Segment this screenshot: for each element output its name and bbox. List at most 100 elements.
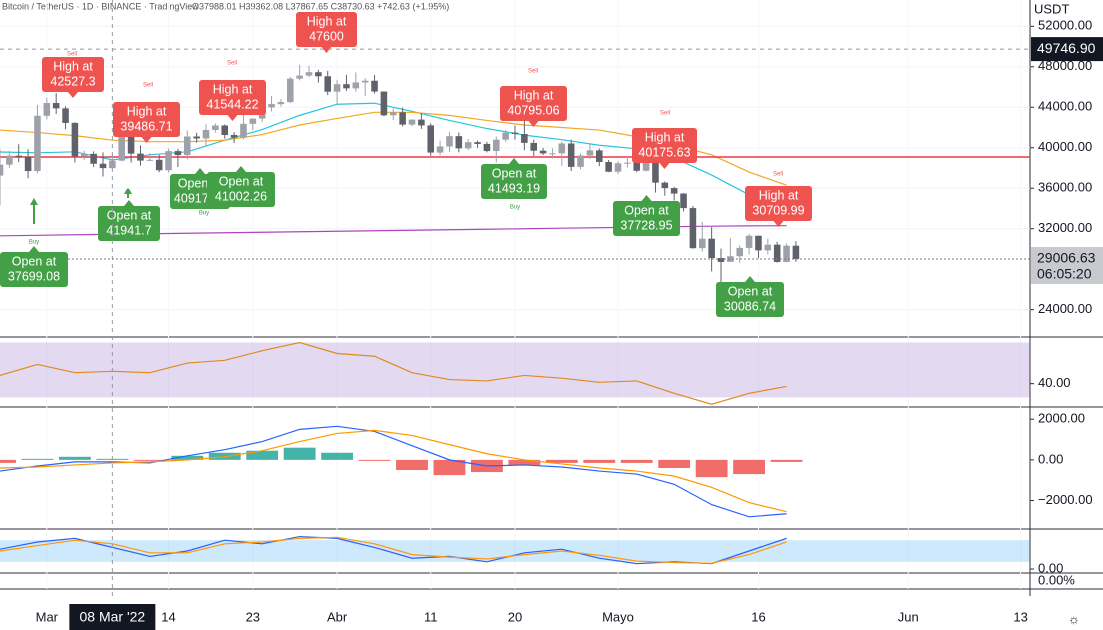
candle-body bbox=[296, 75, 303, 79]
candle-body bbox=[109, 160, 116, 169]
pane-label: 0.00% bbox=[1038, 572, 1075, 587]
annotation-box bbox=[632, 128, 697, 163]
candle-body bbox=[567, 143, 575, 167]
histogram-bar bbox=[583, 459, 616, 463]
histogram-bar bbox=[246, 450, 279, 460]
candle-body bbox=[474, 142, 481, 144]
annotation-label: High at bbox=[759, 188, 799, 202]
candle-body bbox=[24, 156, 32, 172]
annotation-box bbox=[745, 186, 812, 221]
annotation-arrow bbox=[227, 115, 238, 121]
candle-body bbox=[792, 245, 800, 260]
y-tick-label: 52000.00 bbox=[1038, 18, 1092, 33]
y-tick-label: 40.00 bbox=[1038, 375, 1071, 390]
x-tick-label: 13 bbox=[1013, 609, 1027, 624]
y-tick-label: 32000.00 bbox=[1038, 220, 1092, 235]
annotation-arrow bbox=[528, 121, 539, 127]
annotation-value: 30086.74 bbox=[724, 299, 776, 313]
symbol: Bitcoin / TetherUS · 1D · BINANCE · Trad… bbox=[2, 1, 199, 11]
x-tick-label: Jun bbox=[898, 609, 919, 624]
candle-body bbox=[418, 119, 425, 126]
annotation-value: 39486.71 bbox=[120, 119, 172, 133]
annotation-label: Open at bbox=[219, 174, 264, 188]
histogram-bar bbox=[0, 459, 16, 463]
candle-body bbox=[202, 129, 210, 139]
candle-body bbox=[43, 103, 51, 116]
annotation-value: 37699.08 bbox=[8, 269, 60, 283]
candle-body bbox=[661, 182, 669, 189]
candle-body bbox=[717, 258, 725, 262]
histogram-bar bbox=[733, 459, 766, 475]
candle-body bbox=[15, 155, 23, 157]
annotation-value: 40175.63 bbox=[638, 145, 690, 159]
y-tick-label: −2000.00 bbox=[1038, 492, 1093, 507]
candle-body bbox=[586, 150, 594, 156]
y-tick-label: 24000.00 bbox=[1038, 301, 1092, 316]
y-tick-label: 0.00 bbox=[1038, 560, 1063, 575]
histogram-bar bbox=[508, 459, 541, 465]
candle-body bbox=[6, 155, 13, 165]
annotation-arrow bbox=[773, 221, 784, 227]
annotation-box bbox=[481, 164, 547, 199]
candle-body bbox=[118, 128, 126, 161]
candle-body bbox=[221, 125, 229, 135]
histogram-bar bbox=[770, 459, 803, 462]
histogram-bar bbox=[396, 459, 428, 471]
annotation-label: Open at bbox=[107, 208, 152, 222]
histogram-bar bbox=[171, 455, 204, 460]
annotation-value: 41002.26 bbox=[215, 189, 267, 203]
candle-body bbox=[305, 72, 313, 76]
candle-body bbox=[389, 112, 397, 116]
indicator-line bbox=[0, 535, 787, 565]
candle-body bbox=[464, 142, 472, 149]
axis-unit: USDT bbox=[1034, 1, 1069, 16]
y-tick-label: 44000.00 bbox=[1038, 99, 1092, 114]
candle-body bbox=[708, 238, 715, 259]
annotation-arrow bbox=[68, 92, 78, 98]
candle-body bbox=[230, 134, 238, 138]
candle-body bbox=[408, 119, 416, 125]
crosshair-x-box bbox=[69, 604, 156, 630]
countdown: 06:05:20 bbox=[1037, 266, 1092, 282]
annotation-label: High at bbox=[307, 14, 347, 28]
indicator-line bbox=[0, 429, 787, 513]
candle-body bbox=[595, 150, 603, 162]
annotation-box bbox=[716, 282, 784, 317]
histogram-bar bbox=[133, 459, 166, 461]
candle-body bbox=[380, 91, 388, 116]
annotation-box bbox=[98, 206, 160, 241]
candle-body bbox=[34, 115, 41, 172]
candle-body bbox=[549, 153, 556, 155]
candle-body bbox=[0, 164, 4, 176]
x-tick-label: 16 bbox=[751, 609, 765, 624]
signal-label: Sell bbox=[773, 172, 783, 178]
annotation-arrow bbox=[745, 276, 755, 282]
candle-body bbox=[277, 102, 285, 105]
candle-body bbox=[371, 80, 378, 92]
annotation-arrow bbox=[236, 166, 246, 172]
indicator-band bbox=[0, 540, 1030, 562]
candle-body bbox=[127, 128, 135, 154]
candle-body bbox=[399, 112, 406, 125]
signal-label: Buy bbox=[29, 240, 39, 246]
annotation-label: High at bbox=[514, 88, 554, 102]
candle-body bbox=[315, 72, 322, 77]
candle-body bbox=[446, 136, 453, 147]
settings-icon[interactable]: ☼ bbox=[1068, 611, 1080, 626]
annotation-box bbox=[207, 172, 275, 207]
candle-body bbox=[436, 146, 444, 153]
annotation-label: High at bbox=[213, 82, 253, 96]
annotation-box bbox=[42, 57, 104, 92]
candle-body bbox=[689, 208, 697, 249]
candle-body bbox=[249, 118, 257, 124]
crosshair-y-box bbox=[1031, 37, 1103, 62]
histogram-bar bbox=[21, 458, 54, 460]
annotation-box bbox=[113, 102, 180, 137]
buy-arrows bbox=[30, 187, 132, 224]
candle-body bbox=[783, 245, 790, 262]
annotation-arrow bbox=[659, 163, 670, 169]
histogram-bar bbox=[283, 447, 316, 460]
crosshair-y-label: 49746.90 bbox=[1037, 40, 1096, 56]
y-tick-label: 48000.00 bbox=[1038, 58, 1092, 73]
last-price-label: 29006.63 bbox=[1037, 250, 1096, 266]
